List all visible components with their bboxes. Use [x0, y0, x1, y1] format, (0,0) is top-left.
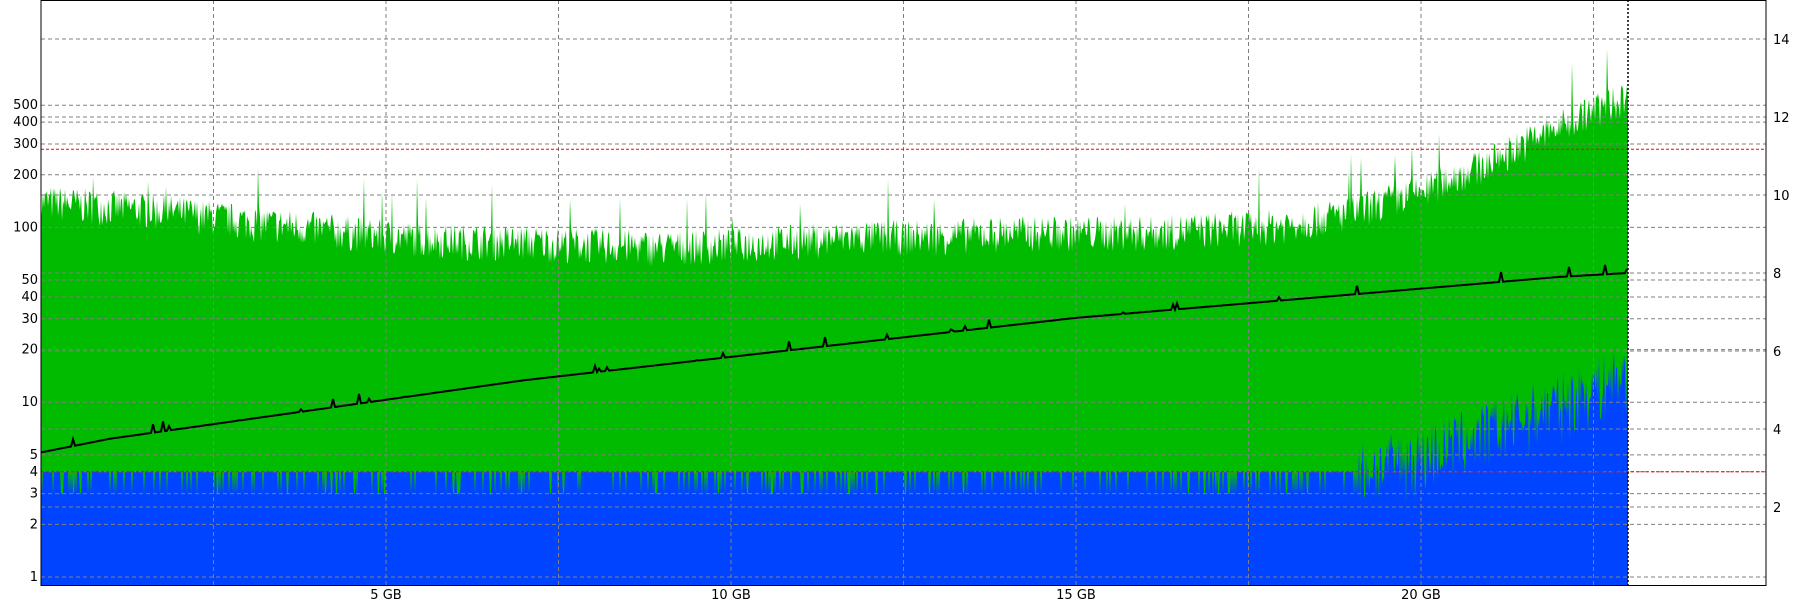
x-tick-label: 15 GB [1056, 588, 1096, 600]
x-tick-label: 5 GB [370, 588, 401, 600]
x-tick-label: 20 GB [1401, 588, 1441, 600]
y-left-tick-label: 10 [21, 395, 38, 410]
y-left-tick-label: 200 [13, 168, 38, 183]
y-left-tick-label: 400 [13, 115, 38, 130]
y-left-tick-label: 30 [21, 312, 38, 327]
y-right-tick-label: 4 [1773, 423, 1781, 438]
trend-line [40, 264, 1628, 454]
y-left-tick-label: 5 [30, 448, 38, 463]
plot-frame [40, 0, 1767, 586]
x-tick-label: 10 GB [711, 588, 751, 600]
y-left-tick-label: 300 [13, 137, 38, 152]
y-right-tick-label: 14 [1773, 33, 1790, 48]
y-right-tick-label: 10 [1773, 189, 1790, 204]
y-left-tick-label: 40 [21, 290, 38, 305]
y-left-tick-label: 2 [30, 517, 38, 532]
y-right-tick-label: 6 [1773, 345, 1781, 360]
y-left-tick-label: 1 [30, 570, 38, 585]
y-left-tick-label: 4 [30, 465, 38, 480]
y-left-tick-label: 20 [21, 343, 38, 358]
y-left-tick-label: 500 [13, 98, 38, 113]
y-left-tick-label: 50 [21, 273, 38, 288]
y-right-tick-label: 2 [1773, 501, 1781, 516]
y-right-tick-label: 8 [1773, 267, 1781, 282]
y-left-tick-label: 100 [13, 220, 38, 235]
y-left-tick-label: 3 [30, 487, 38, 502]
series-base-area [41, 351, 1628, 585]
series-envelope-area [41, 48, 1628, 585]
y-right-tick-label: 12 [1773, 111, 1790, 126]
